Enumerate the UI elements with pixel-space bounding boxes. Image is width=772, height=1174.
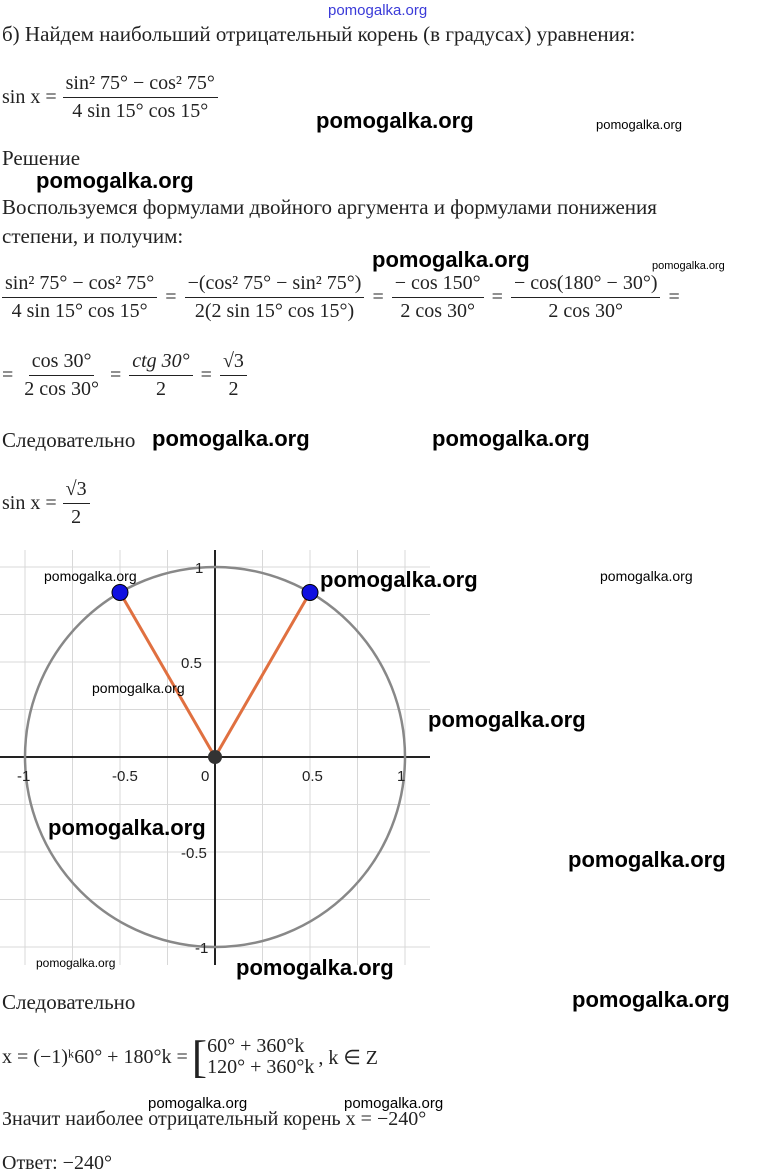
denominator: 2 cos 30° bbox=[548, 300, 624, 322]
watermark: pomogalka.org bbox=[428, 707, 586, 732]
x-tick-label: -0.5 bbox=[112, 768, 138, 785]
fraction: sin² 75° − cos² 75° 4 sin 15° cos 15° bbox=[2, 272, 158, 323]
point-marker bbox=[111, 583, 129, 601]
numerator: cos 30° bbox=[28, 350, 95, 376]
therefore-label: Следовательно bbox=[2, 428, 136, 452]
equals-sign: = bbox=[2, 364, 14, 386]
equals-sign: = bbox=[200, 364, 212, 386]
watermark: pomogalka.org bbox=[36, 956, 116, 970]
general-lhs: x = (−1)ᵏ60° + 180°k = bbox=[2, 1045, 188, 1068]
watermark: pomogalka.org bbox=[600, 568, 693, 584]
x-tick-label: 0.5 bbox=[302, 768, 323, 785]
watermark: pomogalka.org bbox=[236, 955, 394, 980]
solution-row-1: 60° + 360°k bbox=[207, 1035, 305, 1057]
denominator: 2 cos 30° bbox=[400, 300, 476, 322]
fraction: ctg 30° 2 bbox=[129, 350, 193, 401]
task-text: б) Найдем наибольший отрицательный корен… bbox=[2, 22, 636, 46]
watermark: pomogalka.org bbox=[344, 1095, 444, 1112]
watermark: pomogalka.org bbox=[320, 567, 478, 592]
equation-chain-2: = cos 30° 2 cos 30° = ctg 30° 2 = √3 2 bbox=[2, 350, 247, 401]
origin-point bbox=[208, 750, 222, 764]
equation-chain-1: sin² 75° − cos² 75° 4 sin 15° cos 15° = −… bbox=[2, 272, 680, 323]
equals-sign: = bbox=[109, 364, 122, 386]
watermark: pomogalka.org bbox=[44, 568, 137, 584]
explain-line-1: Воспользуемся формулами двойного аргумен… bbox=[2, 195, 657, 219]
explain-line-2: степени, и получим: bbox=[2, 224, 184, 248]
fraction: sin² 75° − cos² 75° 4 sin 15° cos 15° bbox=[62, 72, 218, 123]
numerator: −(cos² 75° − sin² 75°) bbox=[184, 272, 365, 298]
watermark: pomogalka.org bbox=[148, 1095, 248, 1112]
denominator: 2 bbox=[71, 506, 82, 528]
watermark: pomogalka.org bbox=[48, 815, 206, 840]
x-tick-label: 0 bbox=[201, 768, 209, 785]
equals-sign: = bbox=[372, 286, 384, 308]
y-tick-label: 1 bbox=[195, 560, 203, 577]
fraction: cos 30° 2 cos 30° bbox=[21, 350, 102, 401]
denominator: 2(2 sin 15° cos 15°) bbox=[194, 300, 355, 322]
numerator: ctg 30° bbox=[129, 350, 193, 376]
watermark: pomogalka.org bbox=[152, 426, 310, 451]
general-solution: x = (−1)ᵏ60° + 180°k = [ 60° + 360°k 120°… bbox=[2, 1034, 378, 1080]
bracket: [ bbox=[191, 1031, 208, 1082]
numerator: − cos 150° bbox=[391, 272, 484, 298]
denominator: 2 cos 30° bbox=[24, 378, 99, 400]
fraction: − cos(180° − 30°) 2 cos 30° bbox=[510, 272, 661, 323]
watermark: pomogalka.org bbox=[316, 108, 474, 133]
watermark: pomogalka.org bbox=[596, 117, 682, 132]
fraction: √3 2 bbox=[62, 478, 90, 529]
equals-sign: = bbox=[668, 286, 680, 308]
watermark: pomogalka.org bbox=[572, 987, 730, 1012]
equation-given: sin x = sin² 75° − cos² 75° 4 sin 15° cos… bbox=[2, 72, 218, 123]
denominator: 2 bbox=[155, 378, 166, 400]
watermark: pomogalka.org bbox=[372, 247, 530, 272]
numerator: sin² 75° − cos² 75° bbox=[2, 272, 158, 298]
eq-lhs: sin x = bbox=[2, 86, 57, 108]
numerator: √3 bbox=[219, 350, 247, 376]
k-in-z: , k ∈ Z bbox=[318, 1046, 378, 1069]
equation-sin-x: sin x = √3 2 bbox=[2, 478, 90, 529]
x-tick-label: -1 bbox=[17, 768, 30, 785]
eq-lhs: sin x = bbox=[2, 492, 57, 514]
watermark: pomogalka.org bbox=[328, 2, 428, 19]
equals-sign: = bbox=[491, 286, 503, 308]
fraction: −(cos² 75° − sin² 75°) 2(2 sin 15° cos 15… bbox=[184, 272, 365, 323]
x-tick-label: 1 bbox=[397, 768, 405, 785]
watermark: pomogalka.org bbox=[432, 426, 590, 451]
point-marker bbox=[301, 583, 319, 601]
watermark: pomogalka.org bbox=[92, 680, 185, 696]
denominator: 4 sin 15° cos 15° bbox=[11, 300, 148, 322]
watermark: pomogalka.org bbox=[568, 847, 726, 872]
solution-set: [ 60° + 360°k 120° + 360°k bbox=[192, 1034, 315, 1080]
conclusion: Значит наиболее отрицательный корень x =… bbox=[2, 1108, 427, 1130]
radius-segment bbox=[213, 591, 312, 758]
equals-sign: = bbox=[165, 286, 177, 308]
solution-row-2: 120° + 360°k bbox=[207, 1056, 315, 1078]
watermark: pomogalka.org bbox=[36, 168, 194, 193]
y-tick-label: -1 bbox=[195, 940, 208, 957]
answer: Ответ: −240° bbox=[2, 1152, 112, 1174]
solution-label: Решение bbox=[2, 146, 81, 170]
numerator: − cos(180° − 30°) bbox=[510, 272, 661, 298]
denominator: 4 sin 15° cos 15° bbox=[72, 100, 209, 122]
fraction: − cos 150° 2 cos 30° bbox=[391, 272, 484, 323]
therefore-label-2: Следовательно bbox=[2, 990, 136, 1014]
y-tick-label: 0.5 bbox=[181, 655, 202, 672]
denominator: 2 bbox=[228, 378, 239, 400]
fraction: √3 2 bbox=[219, 350, 247, 401]
numerator: sin² 75° − cos² 75° bbox=[62, 72, 218, 98]
unit-circle bbox=[23, 565, 407, 949]
numerator: √3 bbox=[62, 478, 90, 504]
unit-circle-graph: -1 -0.5 0 0.5 1 1 0.5 -0.5 -1 bbox=[0, 550, 430, 965]
watermark: pomogalka.org bbox=[652, 260, 725, 272]
radius-segment bbox=[118, 591, 217, 758]
y-tick-label: -0.5 bbox=[181, 845, 207, 862]
